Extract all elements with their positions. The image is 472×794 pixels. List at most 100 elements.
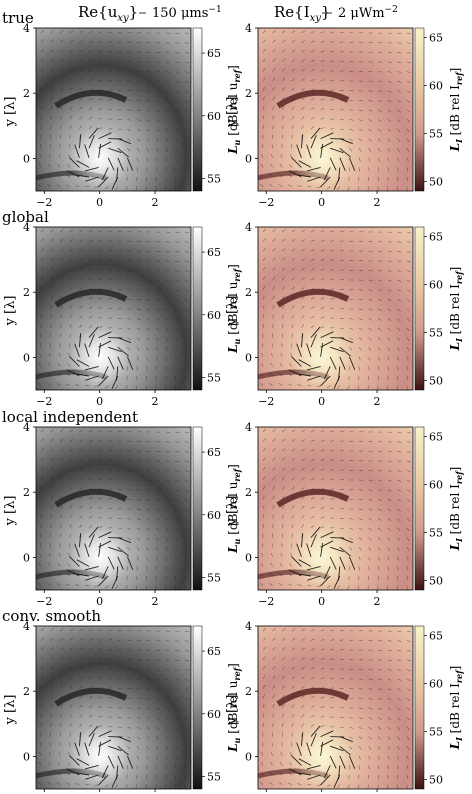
quiver-arrow [339, 430, 344, 433]
quiver-arrow [406, 148, 410, 152]
quiver-arrow [69, 533, 71, 538]
quiver-arrow [296, 543, 302, 557]
quiver-arrow [358, 547, 362, 551]
quiver-arrow [330, 498, 335, 500]
quiver-arrow [406, 697, 411, 701]
quiver-arrow [74, 742, 80, 756]
quiver-arrow [291, 239, 296, 242]
quiver-arrow [281, 505, 285, 509]
quiver-arrow [146, 109, 151, 112]
quiver-arrow [108, 498, 113, 500]
quiver-arrow [127, 148, 131, 152]
quiver-arrow [59, 257, 64, 262]
quiver-arrow [98, 107, 103, 111]
quiver-arrow [50, 87, 54, 91]
quiver-arrow [320, 705, 325, 709]
quiver-arrow [59, 115, 63, 120]
quiver-arrow [310, 725, 321, 737]
quiver-arrow [349, 527, 354, 530]
quiver-arrow [117, 346, 129, 357]
quiver-arrow [40, 257, 44, 261]
quiver-arrow [58, 751, 61, 756]
shadow-streak [54, 288, 128, 308]
quiver-arrow [347, 385, 350, 390]
quiver-arrow [349, 148, 353, 152]
quiver-arrow [320, 287, 325, 290]
quiver-arrow [47, 382, 51, 386]
quiver-arrow [48, 163, 51, 168]
quiver-arrow [39, 742, 42, 747]
quiver-arrow [320, 249, 325, 252]
quiver-arrow [310, 88, 315, 91]
quiver-arrow [378, 128, 382, 132]
quiver-arrow [136, 308, 141, 311]
quiver-arrow [387, 71, 392, 73]
quiver-arrow [165, 688, 170, 691]
y-tick-label: 0 [23, 750, 30, 763]
quiver-arrow [272, 314, 275, 319]
quiver-arrow [117, 41, 122, 43]
quiver-arrow [281, 87, 285, 91]
quiver-arrow [111, 375, 119, 389]
quiver-arrow [406, 337, 410, 342]
quiver-arrow [98, 741, 102, 756]
quiver-arrow [397, 231, 402, 233]
quiver-arrow [69, 676, 73, 680]
quiver-arrow [69, 78, 73, 82]
quiver-arrow [358, 717, 363, 720]
quiver-arrow [58, 552, 61, 557]
quiver-arrow [184, 649, 189, 652]
quiver-arrow [378, 279, 383, 282]
quiver-arrow [38, 562, 42, 567]
quiver-arrow [127, 527, 132, 530]
quiver-arrow [397, 726, 401, 731]
quiver-arrow [349, 318, 354, 320]
quiver-arrow [184, 508, 189, 512]
quiver-arrow [298, 160, 312, 168]
quiver-arrow [330, 269, 335, 271]
quiver-arrow [175, 707, 179, 711]
quiver-arrow [47, 183, 51, 187]
quiver-arrow [260, 562, 264, 567]
quiver-arrow [288, 369, 302, 377]
quiver-arrow [310, 127, 321, 139]
quiver-arrow [59, 723, 62, 728]
quiver-arrow [40, 514, 43, 519]
quiver-arrow [358, 518, 363, 521]
quiver-arrow [146, 138, 150, 142]
quiver-arrow [330, 70, 335, 72]
quiver-arrow [307, 176, 321, 182]
quiver-arrow [397, 318, 401, 322]
quiver-arrow [117, 269, 122, 271]
quiver-arrow [368, 736, 372, 740]
quiver-arrow [301, 239, 305, 242]
quiver-arrow [330, 249, 335, 252]
quiver-arrow [156, 80, 161, 83]
quiver-arrow [79, 657, 83, 661]
quiver-arrow [339, 337, 354, 344]
quiver-arrow [69, 49, 74, 53]
quiver-arrow [175, 470, 180, 473]
quiver-arrow [136, 765, 138, 770]
quiver-arrow [69, 305, 73, 309]
quiver-arrow [107, 755, 115, 769]
quiver-arrow [278, 782, 283, 785]
quiver-arrow [88, 126, 93, 130]
quiver-arrow [85, 375, 99, 381]
quiver-arrow [117, 31, 122, 34]
quiver-arrow [184, 308, 189, 312]
quiver-arrow [310, 315, 315, 319]
quiver-arrow [175, 32, 180, 34]
quiver-arrow [57, 573, 61, 577]
quiver-arrow [50, 324, 52, 329]
quiver-arrow [272, 713, 275, 718]
y-tick-label: 4 [245, 620, 252, 633]
quiver-arrow [406, 479, 411, 483]
quiver-arrow [347, 585, 350, 590]
quiver-arrow [40, 495, 43, 500]
quiver-arrow [387, 366, 390, 371]
quiver-arrow [291, 467, 296, 471]
quiver-arrow [165, 51, 170, 54]
